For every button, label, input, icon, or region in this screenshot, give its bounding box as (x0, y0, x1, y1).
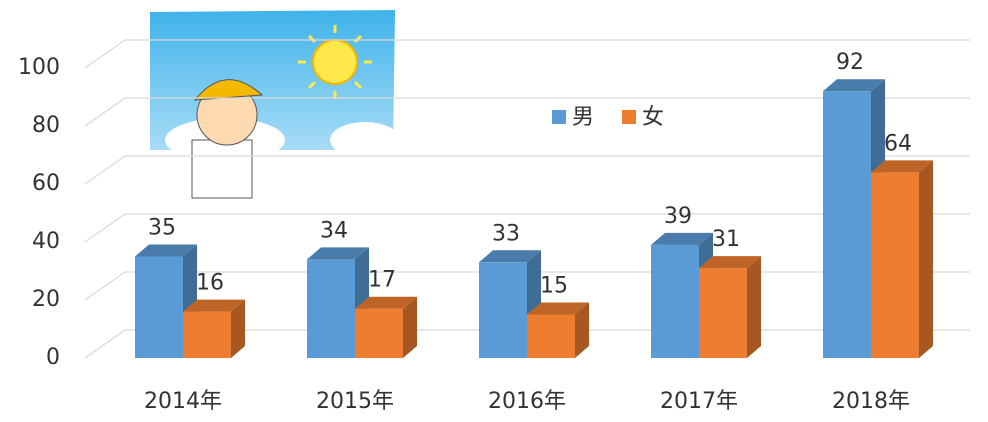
bar (651, 245, 699, 358)
y-tick-label: 40 (32, 229, 60, 254)
y-tick-label: 0 (46, 345, 60, 370)
value-label: 17 (368, 268, 396, 293)
x-tick-label: 2017年 (660, 389, 738, 414)
legend-label: 男 (572, 105, 594, 130)
y-tick-label: 100 (18, 55, 60, 80)
bar (823, 91, 871, 358)
legend-label: 女 (642, 105, 664, 130)
bar (699, 268, 747, 358)
value-label: 33 (492, 221, 520, 246)
value-label: 35 (148, 216, 176, 241)
bar (355, 309, 403, 358)
value-label: 64 (884, 131, 912, 156)
bar (135, 257, 183, 359)
x-tick-label: 2018年 (832, 389, 910, 414)
x-tick-label: 2014年 (144, 389, 222, 414)
value-label: 16 (196, 271, 224, 296)
value-label: 31 (712, 227, 740, 252)
bar (479, 262, 527, 358)
legend-swatch (622, 110, 636, 124)
bar (527, 315, 575, 359)
bar-side (919, 160, 933, 358)
x-tick-label: 2015年 (316, 389, 394, 414)
x-tick-label: 2016年 (488, 389, 566, 414)
bar (307, 259, 355, 358)
y-tick-label: 60 (32, 171, 60, 196)
y-tick-label: 80 (32, 113, 60, 138)
bar (183, 312, 231, 358)
legend-swatch (552, 110, 566, 124)
illustration (150, 10, 400, 198)
bar-side (747, 256, 761, 358)
value-label: 34 (320, 218, 348, 243)
chart: 0 20 40 60 80 100 2014年 35 16 2015年 34 17 2016年 33 15 2… (0, 0, 988, 418)
y-tick-label: 20 (32, 287, 60, 312)
value-label: 39 (664, 204, 692, 229)
bar (871, 172, 919, 358)
value-label: 15 (540, 274, 568, 299)
value-label: 92 (836, 50, 864, 75)
